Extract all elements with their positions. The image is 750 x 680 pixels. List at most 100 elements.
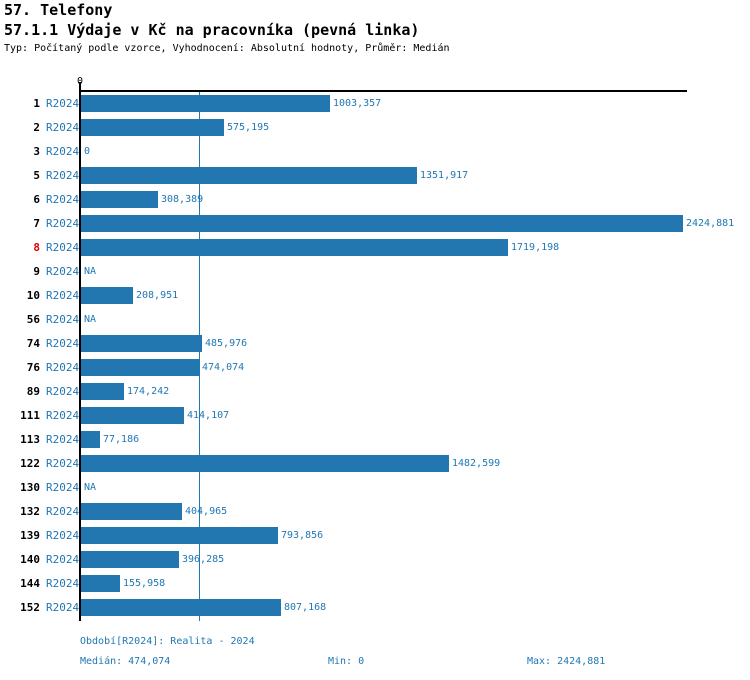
chart-row[interactable]: 10 R2024 208,951: [0, 284, 750, 308]
value-bar[interactable]: [81, 527, 278, 544]
row-id-label: 139: [20, 529, 40, 542]
value-label: 1351,917: [420, 170, 469, 181]
row-period-label: R2024: [46, 553, 80, 566]
row-period-label: R2024: [46, 505, 80, 518]
row-period-label: R2024: [46, 433, 80, 446]
value-bar[interactable]: [81, 335, 202, 352]
row-id-label: 7: [33, 217, 40, 230]
chart-row[interactable]: 3 R2024 0: [0, 140, 750, 164]
value-bar[interactable]: [81, 407, 184, 424]
row-period-label: R2024: [46, 217, 80, 230]
row-period-label: R2024: [46, 145, 80, 158]
value-label: 807,168: [284, 602, 327, 613]
value-bar[interactable]: [81, 383, 124, 400]
value-bar[interactable]: [81, 119, 224, 136]
row-id-label: 56: [26, 313, 40, 326]
row-id-label: 122: [20, 457, 40, 470]
chart-row[interactable]: 74 R2024 485,976: [0, 332, 750, 356]
chart-row[interactable]: 76 R2024 474,074: [0, 356, 750, 380]
chart-row[interactable]: 111 R2024 414,107: [0, 404, 750, 428]
value-bar[interactable]: [81, 431, 100, 448]
value-bar[interactable]: [81, 551, 179, 568]
row-period-label: R2024: [46, 265, 80, 278]
axis-zero-tick-label: 0: [77, 76, 83, 87]
value-na-label: NA: [84, 266, 97, 277]
chart-row[interactable]: 152 R2024 807,168: [0, 596, 750, 620]
row-period-label: R2024: [46, 241, 80, 254]
chart-row[interactable]: 9 R2024 NA: [0, 260, 750, 284]
row-period-label: R2024: [46, 121, 80, 134]
chart-row[interactable]: 130 R2024 NA: [0, 476, 750, 500]
chart-row[interactable]: 113 R2024 77,186: [0, 428, 750, 452]
value-label: 575,195: [227, 122, 270, 133]
value-bar[interactable]: [81, 239, 508, 256]
axis-top-line: [81, 90, 687, 92]
row-period-label: R2024: [46, 577, 80, 590]
value-label: 1719,198: [511, 242, 560, 253]
chart-row[interactable]: 132 R2024 404,965: [0, 500, 750, 524]
value-label: 1003,357: [333, 98, 382, 109]
row-id-label: 9: [33, 265, 40, 278]
value-bar[interactable]: [81, 503, 182, 520]
row-id-label: 1: [33, 97, 40, 110]
value-bar[interactable]: [81, 167, 417, 184]
chart-row[interactable]: 7 R2024 2424,881: [0, 212, 750, 236]
value-bar[interactable]: [81, 287, 133, 304]
chart-row[interactable]: 122 R2024 1482,599: [0, 452, 750, 476]
footer-max: Max: 2424,881: [527, 656, 606, 667]
row-period-label: R2024: [46, 361, 80, 374]
chart-row[interactable]: 1 R2024 1003,357: [0, 92, 750, 116]
chart-row[interactable]: 6 R2024 308,389: [0, 188, 750, 212]
axis-zero-line: [79, 82, 81, 621]
value-bar[interactable]: [81, 95, 330, 112]
chapter-heading: 57. Telefony: [4, 1, 113, 19]
value-label: 0: [84, 146, 91, 157]
row-id-label: 6: [33, 193, 40, 206]
value-label: 174,242: [127, 386, 170, 397]
value-bar[interactable]: [81, 191, 158, 208]
value-label: 485,976: [205, 338, 248, 349]
row-id-label: 74: [26, 337, 40, 350]
row-id-label: 5: [33, 169, 40, 182]
value-label: 396,285: [182, 554, 225, 565]
chart-row[interactable]: 140 R2024 396,285: [0, 548, 750, 572]
row-period-label: R2024: [46, 193, 80, 206]
row-period-label: R2024: [46, 481, 80, 494]
row-id-label: 3: [33, 145, 40, 158]
footer-median: Medián: 474,074: [80, 656, 171, 667]
chart-row[interactable]: 5 R2024 1351,917: [0, 164, 750, 188]
chart-row[interactable]: 139 R2024 793,856: [0, 524, 750, 548]
value-label: 308,389: [161, 194, 204, 205]
median-reference-line: [199, 92, 200, 621]
value-label: 1482,599: [452, 458, 501, 469]
row-id-label: 76: [26, 361, 40, 374]
chart-row[interactable]: 89 R2024 174,242: [0, 380, 750, 404]
chart-row[interactable]: 144 R2024 155,958: [0, 572, 750, 596]
row-id-label: 10: [26, 289, 40, 302]
value-na-label: NA: [84, 314, 97, 325]
row-period-label: R2024: [46, 97, 80, 110]
row-id-label: 132: [20, 505, 40, 518]
row-id-label: 152: [20, 601, 40, 614]
row-period-label: R2024: [46, 529, 80, 542]
value-na-label: NA: [84, 482, 97, 493]
value-bar[interactable]: [81, 215, 683, 232]
page-title: 57.1.1 Výdaje v Kč na pracovníka (pevná …: [4, 21, 420, 39]
row-id-label: 89: [26, 385, 40, 398]
row-id-label: 130: [20, 481, 40, 494]
row-id-label: 140: [20, 553, 40, 566]
value-bar[interactable]: [81, 455, 449, 472]
row-period-label: R2024: [46, 601, 80, 614]
value-bar[interactable]: [81, 575, 120, 592]
value-bar[interactable]: [81, 359, 199, 376]
chart-row[interactable]: 2 R2024 575,195: [0, 116, 750, 140]
value-bar[interactable]: [81, 599, 281, 616]
chart-row[interactable]: 8 R2024 1719,198: [0, 236, 750, 260]
row-id-label: 111: [20, 409, 40, 422]
value-label: 414,107: [187, 410, 230, 421]
value-label: 2424,881: [686, 218, 735, 229]
footer-min: Min: 0: [328, 656, 365, 667]
chart-row[interactable]: 56 R2024 NA: [0, 308, 750, 332]
row-period-label: R2024: [46, 169, 80, 182]
